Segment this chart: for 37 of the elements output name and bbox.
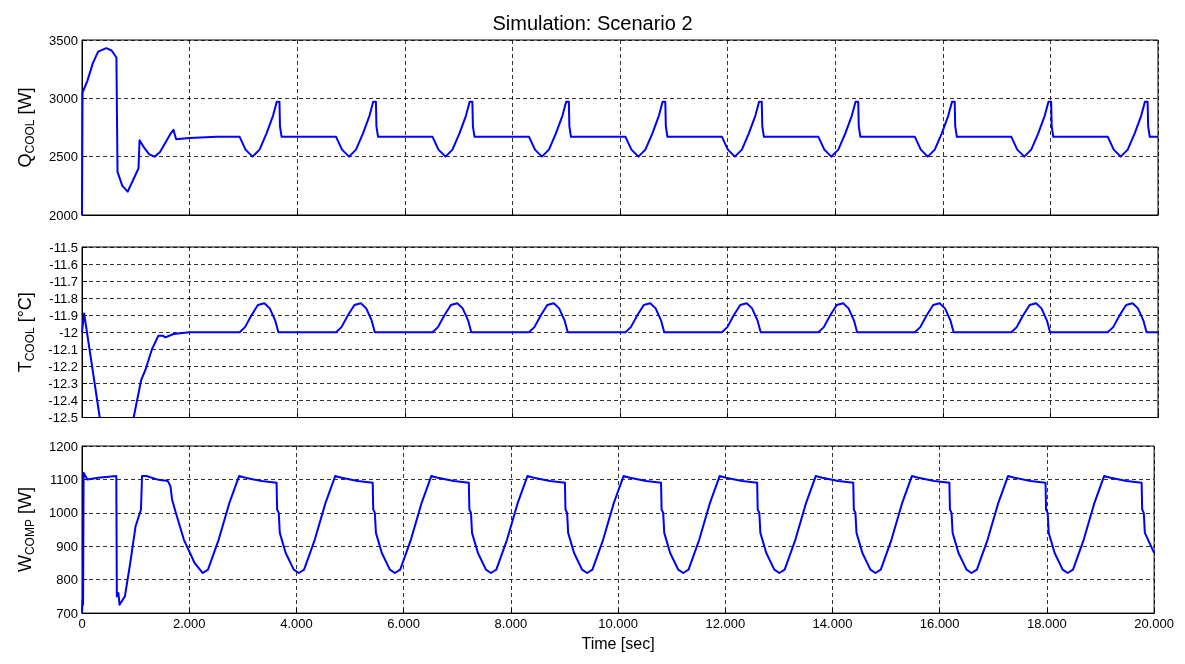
x-tick-label: 20.000 [1134,616,1174,632]
y-tick-label: 1000 [49,505,78,521]
y-tick-label: 2000 [49,207,78,223]
x-tick-label: 4.000 [280,616,313,632]
y-tick-label: -12.2 [48,358,78,374]
y-tick-label: 900 [56,538,78,554]
y-tick-label: -11.7 [49,273,78,289]
y-axis-title: QCOOL [W] [15,87,37,168]
y-tick-label: -12.3 [48,375,78,391]
x-tick-label: 18.000 [1027,616,1067,632]
x-tick-label: 10.000 [598,616,638,632]
x-tick-label: 0 [78,616,86,632]
x-axis-title: Time [sec] [581,634,655,652]
x-tick-label: 8.000 [494,616,528,632]
y-tick-label: 1200 [49,438,78,454]
y-tick-label: -11.5 [49,239,78,255]
x-tick-label: 12.000 [705,616,746,632]
y-tick-label: -11.9 [49,307,78,323]
y-tick-label: -11.6 [49,256,78,272]
y-axis-title: TCOOL [°C] [15,292,37,373]
x-tick-label: 6.000 [387,616,420,632]
y-tick-label: 3500 [49,32,78,48]
x-tick-label: 14.000 [812,616,853,632]
y-tick-label: -12 [59,324,78,340]
y-tick-label: 2500 [49,149,78,165]
y-axis-title: WCOMP [W] [15,487,37,573]
y-tick-label: -12.4 [48,392,78,408]
y-tick-label: 1100 [50,471,78,487]
y-tick-label: -12.1 [48,341,78,357]
x-tick-label: 16.000 [919,616,960,632]
y-tick-label: -12.5 [48,410,78,425]
x-tick-label: 2.000 [172,616,206,632]
chart-title: Simulation: Scenario 2 [492,12,693,34]
y-tick-label: -11.8 [49,290,78,306]
y-tick-label: 700 [56,605,78,621]
y-tick-label: 3000 [49,90,78,106]
y-tick-label: 800 [56,572,78,588]
